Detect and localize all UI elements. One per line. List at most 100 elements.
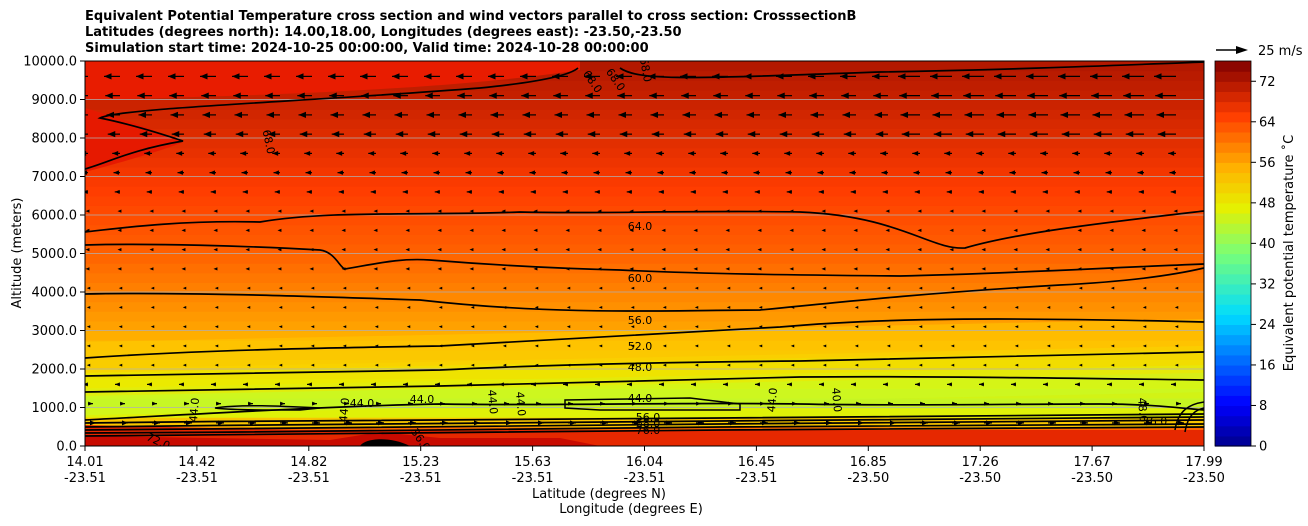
wind-vector-head [1144, 401, 1149, 406]
wind-vector-head [118, 344, 123, 348]
wind-vector-head [378, 420, 384, 426]
theta-e-band [85, 320, 1204, 332]
wind-vector-head [568, 401, 573, 406]
x-tick-label-lon: -23.51 [624, 471, 666, 486]
wind-vector-head [1142, 344, 1147, 348]
wind-vector-head [150, 305, 155, 309]
wind-vector-head [114, 189, 120, 194]
contour-line [1184, 407, 1204, 433]
wind-vector-head [1142, 325, 1147, 329]
theta-e-band [85, 157, 1204, 168]
wind-vector-head [203, 131, 212, 138]
contour-label: 48.0 [1135, 397, 1150, 423]
wind-vector-head [565, 209, 570, 213]
wind-vector-head [659, 382, 664, 387]
wind-vector-head [214, 325, 219, 329]
wind-vector-head [437, 248, 442, 252]
wind-vector-head [758, 305, 763, 309]
wind-vector-head [502, 325, 507, 329]
wind-vector-head [693, 228, 698, 233]
wind-vector-head [304, 150, 311, 156]
wind-vector-head [822, 286, 827, 290]
wind-vector-head [1154, 73, 1162, 80]
x-tick-label-lat: 17.67 [1073, 455, 1110, 470]
wind-vector-head [565, 228, 570, 233]
wind-vector-head [370, 189, 376, 194]
wind-vector-head [120, 401, 125, 406]
wind-vector-head [1078, 286, 1083, 290]
wind-vector-head [698, 420, 704, 426]
wind-vector-head [490, 111, 498, 119]
wind-vector-head [886, 286, 891, 290]
wind-vector-head [873, 92, 881, 99]
wind-vector-head [1109, 209, 1114, 213]
wind-vector-head [234, 111, 242, 119]
wind-vector-head [981, 209, 986, 213]
wind-vector-head [145, 170, 151, 175]
wind-vector-head [306, 189, 312, 194]
wind-vector-head [1156, 111, 1164, 119]
wind-vector-head [118, 286, 123, 290]
wind-vector-head [136, 73, 144, 80]
wind-vector-head [1091, 92, 1099, 99]
wind-vector-head [984, 401, 989, 406]
wind-vector-head [616, 73, 624, 80]
wind-vector-head [395, 131, 404, 138]
wind-vector-head [976, 150, 983, 156]
wind-vector-head [150, 363, 155, 367]
colorbar-segment [1215, 202, 1251, 214]
wind-vector-head [201, 92, 209, 99]
wind-vector-head [457, 92, 465, 99]
wind-vector-head [531, 382, 536, 387]
wind-vector-head [817, 170, 823, 175]
theta-e-band [85, 301, 1204, 312]
y-tick-label: 5000.0 [32, 247, 78, 262]
wind-vector-head [854, 286, 859, 290]
contour-label: 44.0 [350, 397, 375, 410]
wind-vector-head [1013, 267, 1018, 271]
wind-vector-head [598, 344, 603, 348]
wind-vector-head [147, 382, 152, 387]
wind-vector-head [725, 267, 730, 271]
wind-vector-head [662, 325, 667, 329]
colorbar-segment [1215, 415, 1251, 427]
wind-vector-head [282, 420, 288, 426]
colorbar-segment [1215, 425, 1251, 437]
wind-vector-head [693, 248, 698, 252]
wind-vector-head [982, 363, 987, 367]
wind-vector-head [245, 248, 250, 252]
wind-vector-head [917, 267, 922, 271]
wind-vector-head [214, 363, 219, 367]
wind-vector-head [501, 267, 506, 271]
wind-vector-head [952, 401, 957, 406]
wind-vector-head [715, 131, 724, 138]
wind-vector-head [758, 344, 763, 348]
wind-vector-head [714, 111, 722, 119]
wind-vector-head [105, 92, 113, 99]
wind-vector-head [1106, 189, 1112, 194]
wind-vector-head [592, 150, 599, 156]
wind-vector-head [530, 189, 536, 194]
wind-vector-head [978, 189, 984, 194]
contour-label: 68.0 [636, 417, 661, 430]
y-tick-label: 10000.0 [23, 55, 77, 70]
wind-vector-head [918, 363, 923, 367]
wind-vector-head [693, 267, 698, 271]
wind-vector-head [245, 267, 250, 271]
wind-vector-head [469, 248, 474, 252]
wind-vector-head [403, 382, 408, 387]
contour-label: 40.0 [829, 387, 844, 413]
wind-vector-head [438, 305, 443, 309]
wind-vector-head [405, 248, 410, 252]
wind-vector-head [888, 401, 893, 406]
x-tick-label-lat: 17.99 [1185, 455, 1222, 470]
wind-vector-head [1014, 325, 1019, 329]
wind-vector-head [1009, 170, 1015, 175]
wind-vector-head [566, 363, 571, 367]
wind-vector-head [658, 189, 664, 194]
wind-vector-head [85, 267, 90, 271]
theta-e-band [85, 109, 1204, 120]
wind-vector-head [501, 209, 506, 213]
wind-vector-head [1110, 286, 1115, 290]
